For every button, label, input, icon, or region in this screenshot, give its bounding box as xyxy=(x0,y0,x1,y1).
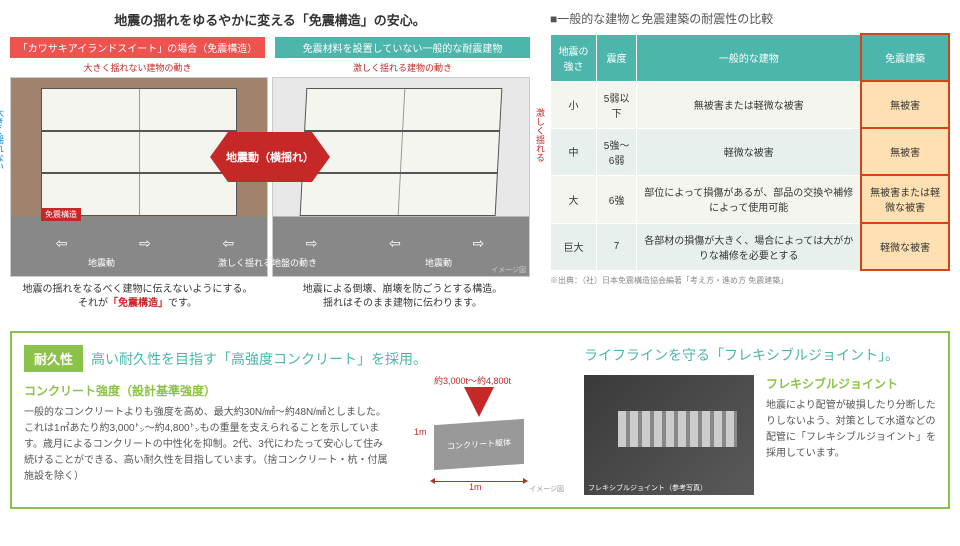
flex-body: 地震により配管が破損したり分断したりしないよう、対策として水道などの配管に「フレ… xyxy=(766,398,936,462)
image-note: イメージ図 xyxy=(491,265,526,275)
ground-text-3: 地震動 xyxy=(425,256,452,269)
load-arrow-icon xyxy=(464,387,494,417)
concrete-body: 一般的なコンクリートよりも強度を高め、最大約30N/㎟～約48N/㎟としました。… xyxy=(24,405,389,485)
table-cell: 無被害または軽微な被害 xyxy=(637,81,862,128)
flex-joint-photo: フレキシブルジョイント（参考写真） xyxy=(584,375,754,495)
caption-left: 地震の揺れをなるべく建物に伝えないようにする。 それが「免震構造」です。 xyxy=(10,283,265,311)
dim-vertical: 1m xyxy=(414,427,427,437)
table-cell: 軽微な被害 xyxy=(861,223,949,270)
ground-arrows: ⇦⇨⇦⇨⇦⇨ xyxy=(20,235,520,252)
table-cell: 中 xyxy=(551,128,597,175)
concrete-block: コンクリート躯体 xyxy=(434,419,524,470)
right-diagram-sub: 激しく揺れる建物の動き xyxy=(275,61,530,74)
right-diagram-header: 免震材料を設置していない一般的な耐震建物 xyxy=(275,37,530,58)
table-cell: 7 xyxy=(597,223,637,270)
arrow-label: 地震動（横揺れ） xyxy=(210,132,330,182)
durability-section: 耐久性 高い耐久性を目指す「高強度コンクリート」を採用。 コンクリート強度（設計… xyxy=(10,331,950,509)
vertical-label-right: 激しく揺れる xyxy=(534,108,547,162)
table-cell: 無被害 xyxy=(861,81,949,128)
load-label: 約3,000t～約4,800t xyxy=(434,374,511,387)
table-cell: 巨大 xyxy=(551,223,597,270)
table-header: 一般的な建物 xyxy=(637,34,862,81)
comparison-table: 地震の強さ震度一般的な建物免震建築 小5弱以下無被害または軽微な被害無被害中5強… xyxy=(550,33,950,271)
table-cell: 5弱以下 xyxy=(597,81,637,128)
menshin-label: 免震構造 xyxy=(41,208,81,221)
bottom-left-title: 高い耐久性を目指す「高強度コンクリート」を採用。 xyxy=(91,349,427,369)
table-cell: 部位によって損傷があるが、部品の交換や補修によって使用可能 xyxy=(637,175,862,223)
vertical-label-left: 大きく揺れない xyxy=(0,108,6,171)
ground-text-1: 地震動 xyxy=(88,256,115,269)
dim-horizontal: 1m xyxy=(469,482,482,492)
table-title: ■一般的な建物と免震建築の耐震性の比較 xyxy=(550,10,950,27)
photo-caption: フレキシブルジョイント（参考写真） xyxy=(588,483,707,493)
left-diagram-sub: 大きく揺れない建物の動き xyxy=(10,61,265,74)
center-arrow-badge: 地震動（横揺れ） xyxy=(210,132,330,182)
table-cell: 6強 xyxy=(597,175,637,223)
table-source: ※出典：（社）日本免震構造協会編著「考え方・進め方 免震建築」 xyxy=(550,275,950,286)
table-cell: 各部材の損傷が大きく、場合によっては大がかりな補修を必要とする xyxy=(637,223,862,270)
caption-right: 地震による倒壊、崩壊を防ごうとする構造。 揺れはそのまま建物に伝わります。 xyxy=(275,283,530,311)
table-cell: 小 xyxy=(551,81,597,128)
concrete-diagram: 約3,000t～約4,800t コンクリート躯体 1m 1m イメージ図 xyxy=(404,382,564,492)
table-header: 震度 xyxy=(597,34,637,81)
left-diagram-header: 「カワサキアイランドスイート」の場合（免震構造） xyxy=(10,37,265,58)
bottom-right-title: ライフラインを守る「フレキシブルジョイント」。 xyxy=(584,345,899,365)
main-title: 地震の揺れをゆるやかに変える「免震構造」の安心。 xyxy=(10,10,530,29)
table-cell: 軽微な被害 xyxy=(637,128,862,175)
concrete-heading: コンクリート強度（設計基準強度） xyxy=(24,382,389,399)
table-cell: 無被害 xyxy=(861,128,949,175)
flex-heading: フレキシブルジョイント xyxy=(766,375,936,392)
table-cell: 大 xyxy=(551,175,597,223)
table-header: 免震建築 xyxy=(861,34,949,81)
earthquake-diagram: 建物を免震材料で支持。 大きく揺れない 免震構造 激しく揺れる xyxy=(10,77,530,277)
durability-badge: 耐久性 xyxy=(24,345,83,372)
table-cell: 5強～6弱 xyxy=(597,128,637,175)
ground-text-2: 激しく揺れる地盤の動き xyxy=(218,256,317,269)
table-header: 地震の強さ xyxy=(551,34,597,81)
table-cell: 無被害または軽微な被害 xyxy=(861,175,949,223)
concrete-image-note: イメージ図 xyxy=(529,484,564,494)
